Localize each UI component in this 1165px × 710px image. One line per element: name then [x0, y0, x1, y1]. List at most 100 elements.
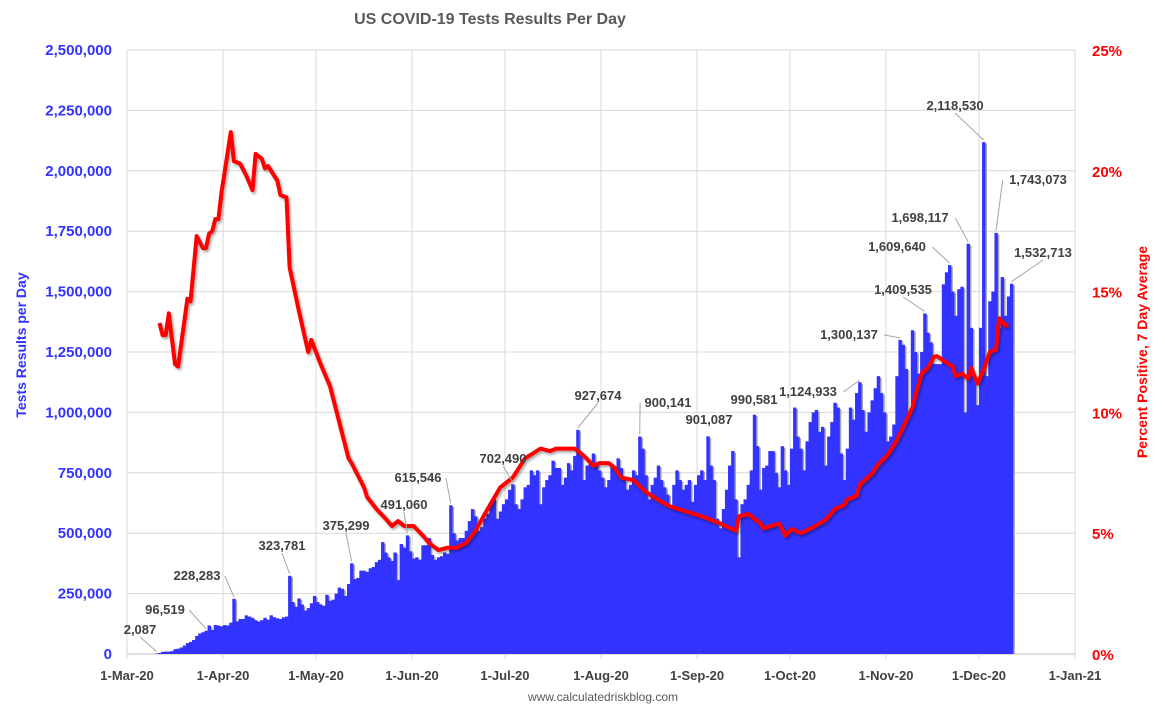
bar	[762, 467, 766, 654]
bar	[669, 506, 673, 654]
bar	[848, 407, 853, 654]
bar	[548, 475, 552, 654]
bar	[662, 487, 667, 654]
bar	[978, 327, 983, 654]
bar	[365, 571, 369, 654]
bar	[210, 629, 215, 654]
bar	[923, 313, 927, 654]
bar	[412, 558, 416, 654]
bar-series	[154, 142, 1015, 655]
bar	[529, 470, 534, 654]
bar	[229, 622, 233, 654]
bar	[250, 617, 255, 654]
bar	[650, 484, 654, 654]
bar	[817, 431, 822, 654]
left-tick-label: 0	[104, 646, 112, 663]
annotation-label: 1,609,640	[868, 239, 926, 254]
bar	[381, 542, 385, 654]
bar	[892, 424, 896, 654]
bar	[774, 472, 778, 654]
bar	[938, 364, 943, 654]
bar	[424, 545, 428, 654]
bar	[173, 649, 177, 654]
bar	[464, 530, 469, 654]
bar	[638, 436, 642, 654]
bar	[334, 593, 338, 654]
left-axis-title: Tests Results per Day	[13, 272, 29, 417]
bar	[622, 480, 627, 654]
bar	[954, 315, 958, 654]
percent-positive-line	[157, 130, 1009, 553]
bar	[687, 480, 692, 654]
bar	[610, 465, 614, 654]
bar	[641, 448, 645, 654]
bar	[219, 626, 224, 654]
bar	[796, 436, 800, 654]
x-tick-label: 1-Oct-20	[764, 668, 816, 683]
bar	[855, 393, 859, 654]
bar	[511, 484, 515, 654]
bar	[975, 405, 980, 654]
bar	[985, 376, 989, 654]
bar	[570, 470, 574, 654]
bar	[811, 412, 816, 654]
annotation-leader	[188, 609, 207, 630]
bar	[266, 619, 270, 654]
x-tick-label: 1-Jan-21	[1049, 668, 1102, 683]
source-credit: www.calculatedriskblog.com	[527, 690, 678, 704]
bar	[213, 625, 218, 654]
bar	[359, 570, 363, 654]
bar	[585, 465, 589, 654]
bar	[501, 504, 506, 654]
annotation-leader	[954, 112, 984, 141]
bar	[157, 653, 162, 654]
bar	[235, 621, 239, 654]
x-tick-label: 1-Jun-20	[385, 668, 438, 683]
bar	[566, 463, 571, 654]
bar	[384, 552, 388, 654]
annotation-leader	[502, 465, 514, 483]
bar	[517, 509, 521, 654]
bar	[346, 583, 351, 654]
bar	[275, 618, 280, 654]
bar	[749, 470, 754, 654]
bar	[879, 393, 884, 654]
bar	[941, 284, 946, 654]
bar	[755, 446, 760, 654]
bar	[579, 453, 583, 654]
annotation-leader	[224, 575, 235, 598]
annotation-leader	[931, 246, 950, 264]
annotation-label: 491,060	[381, 497, 428, 512]
bar	[842, 480, 847, 654]
bar	[390, 560, 394, 654]
bar	[1009, 283, 1014, 654]
bar	[418, 559, 422, 654]
bar	[207, 625, 211, 654]
bar	[458, 538, 462, 654]
bar	[461, 538, 465, 654]
bar	[734, 499, 738, 654]
annotation-leader	[445, 477, 452, 504]
bar	[951, 291, 955, 654]
bar	[693, 484, 698, 654]
bar	[241, 618, 246, 654]
bar	[337, 587, 342, 654]
bar	[913, 352, 918, 654]
annotation-label: 1,124,933	[779, 384, 837, 399]
annotation-leader	[843, 379, 860, 393]
bar	[907, 412, 912, 654]
annotation-label: 901,087	[686, 412, 733, 427]
bar	[408, 551, 413, 654]
bar	[594, 463, 599, 654]
right-tick-label: 15%	[1092, 285, 1122, 302]
x-tick-label: 1-Jul-20	[480, 668, 529, 683]
bar	[257, 621, 261, 654]
bar	[672, 484, 676, 654]
bar	[901, 344, 905, 654]
bar	[780, 446, 785, 654]
bar	[188, 641, 193, 654]
bar	[377, 559, 382, 654]
bar	[644, 475, 648, 654]
bar	[1003, 315, 1008, 654]
bar	[876, 376, 881, 654]
